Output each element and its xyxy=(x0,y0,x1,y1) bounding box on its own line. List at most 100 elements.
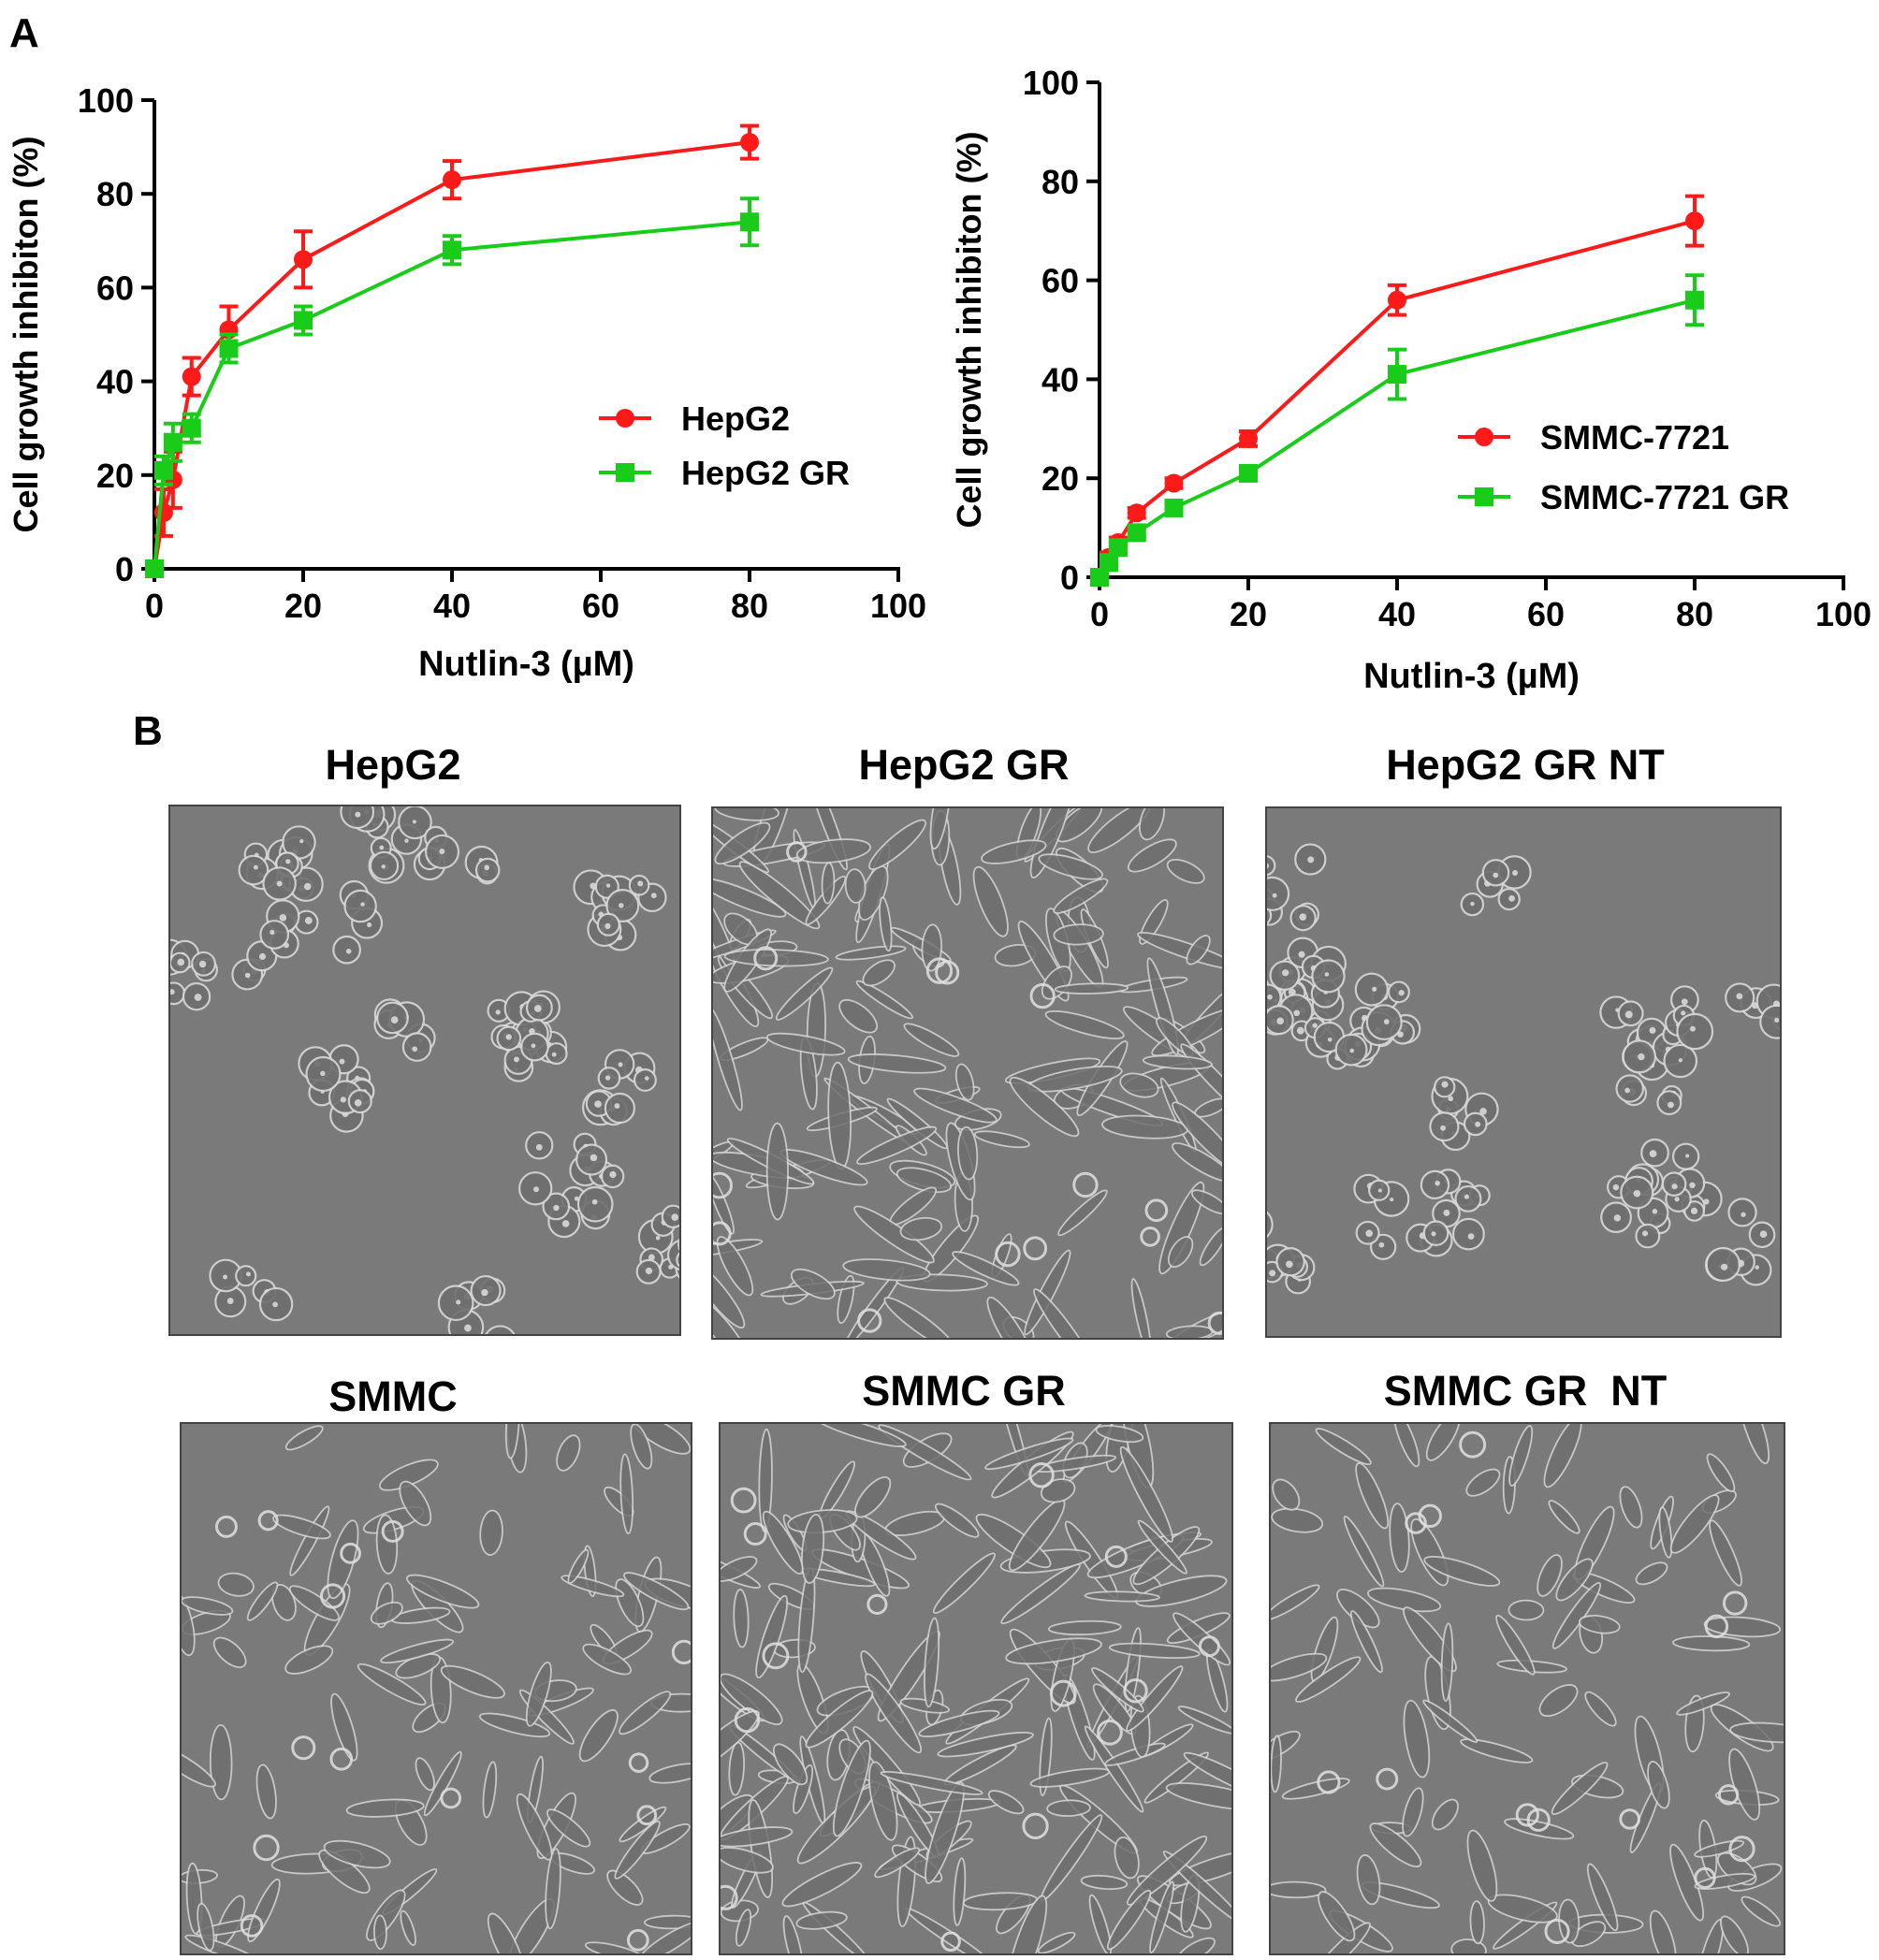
cell-shape xyxy=(721,1847,774,1874)
cell-shape xyxy=(1405,1512,1427,1534)
cell-shape xyxy=(1431,1231,1436,1237)
cell-shape xyxy=(1690,1207,1698,1215)
cell-shape xyxy=(1137,931,1222,970)
cell-shape xyxy=(1165,1782,1231,1811)
cell-shape xyxy=(867,1593,888,1616)
cell-shape xyxy=(1495,1614,1536,1676)
cell-shape xyxy=(1162,1851,1231,1925)
micrograph-image xyxy=(170,806,679,1334)
cell-shape xyxy=(714,821,771,865)
cell-shape xyxy=(238,854,269,886)
data-point xyxy=(1090,568,1109,587)
cell-shape xyxy=(604,922,611,930)
cell-shape xyxy=(782,1915,804,1953)
cell-shape xyxy=(865,1673,923,1754)
cell-shape xyxy=(1647,1761,1670,1809)
cell-shape xyxy=(1377,1188,1382,1193)
cell-shape xyxy=(1372,986,1377,992)
cell-shape xyxy=(857,1308,882,1333)
cell-shape xyxy=(721,1884,738,1910)
cell-shape xyxy=(1104,1545,1128,1568)
cell-shape xyxy=(628,1752,649,1773)
panel-b-label: B xyxy=(133,708,163,754)
cell-shape xyxy=(1558,1898,1580,1944)
cell-shape xyxy=(1619,1808,1640,1830)
cell-shape xyxy=(713,1173,735,1235)
cell-shape xyxy=(1038,853,1103,880)
cell-shape xyxy=(1450,1938,1487,1953)
cell-shape xyxy=(1508,894,1516,902)
cell-shape xyxy=(604,1092,635,1125)
cell-shape xyxy=(1378,1241,1385,1248)
cell-shape xyxy=(1676,1691,1731,1716)
cell-shape xyxy=(1649,1026,1656,1034)
cell-shape xyxy=(423,1750,462,1817)
cell-shape xyxy=(1054,982,1129,995)
cell-shape xyxy=(1318,1891,1356,1942)
cell-shape xyxy=(856,1125,938,1166)
cell-shape xyxy=(896,1167,953,1194)
cell-shape xyxy=(415,1757,435,1792)
cell-shape xyxy=(1652,1209,1658,1214)
cell-shape xyxy=(986,1296,1038,1338)
cell-shape xyxy=(531,1043,536,1049)
cell-shape xyxy=(1343,1515,1385,1588)
y-tick-label: 80 xyxy=(96,175,134,213)
cell-shape xyxy=(1149,1880,1175,1953)
cell-shape xyxy=(1475,1121,1481,1127)
cell-shape xyxy=(1029,808,1073,878)
legend-label: HepG2 xyxy=(681,399,790,438)
cell-shape xyxy=(245,1271,251,1277)
cell-shape xyxy=(874,1847,921,1879)
cell-shape xyxy=(1694,1866,1716,1889)
cell-shape xyxy=(319,1583,346,1609)
cell-shape xyxy=(223,1274,227,1280)
cell-shape xyxy=(182,1744,216,1788)
cell-shape xyxy=(339,1058,345,1065)
cell-shape xyxy=(903,1023,960,1057)
cell-shape xyxy=(940,1931,961,1953)
x-tick-label: 100 xyxy=(1815,595,1872,633)
cell-shape xyxy=(214,1515,238,1538)
micrograph-title-smmc-gr: SMMC GR xyxy=(862,1367,1066,1415)
cell-shape xyxy=(1741,1212,1746,1217)
x-tick-label: 60 xyxy=(582,587,619,625)
x-tick-label: 100 xyxy=(870,587,926,625)
cell-shape xyxy=(619,1453,634,1535)
cell-shape xyxy=(482,1761,498,1819)
cell-shape xyxy=(753,946,779,971)
x-tick-label: 80 xyxy=(1676,595,1713,633)
cell-shape xyxy=(1508,1599,1545,1621)
cell-shape xyxy=(1137,1519,1187,1575)
cell-shape xyxy=(240,1914,264,1938)
cell-shape xyxy=(390,1016,399,1024)
cell-shape xyxy=(484,864,489,871)
data-point xyxy=(294,311,313,330)
cell-shape xyxy=(883,1297,955,1338)
cell-shape xyxy=(1356,1854,1381,1906)
cell-shape xyxy=(1722,1590,1748,1616)
cell-shape xyxy=(1681,1010,1686,1016)
legend-label: SMMC-7721 xyxy=(1540,418,1729,457)
cell-shape xyxy=(730,1487,757,1514)
cell-shape xyxy=(1703,1616,1782,1638)
cell-shape xyxy=(1676,1012,1714,1051)
cell-shape xyxy=(1142,1054,1213,1070)
cell-shape xyxy=(1690,1025,1696,1032)
cell-shape xyxy=(918,1709,1000,1737)
panel-a-label: A xyxy=(9,10,39,56)
cell-shape xyxy=(1741,1895,1782,1927)
cell-shape xyxy=(379,845,385,850)
cell-shape xyxy=(464,1324,472,1332)
cell-shape xyxy=(1199,1226,1222,1267)
series-1: HepG2 xyxy=(145,123,790,578)
cell-shape xyxy=(284,1645,334,1675)
cell-shape xyxy=(481,1288,488,1297)
cell-shape xyxy=(801,1513,825,1584)
y-tick-label: 80 xyxy=(1041,163,1079,201)
cell-shape xyxy=(299,838,304,844)
cell-shape xyxy=(1649,1909,1677,1953)
cell-shape xyxy=(1317,1770,1341,1794)
cell-shape xyxy=(289,1505,330,1576)
cell-shape xyxy=(1293,1009,1301,1017)
